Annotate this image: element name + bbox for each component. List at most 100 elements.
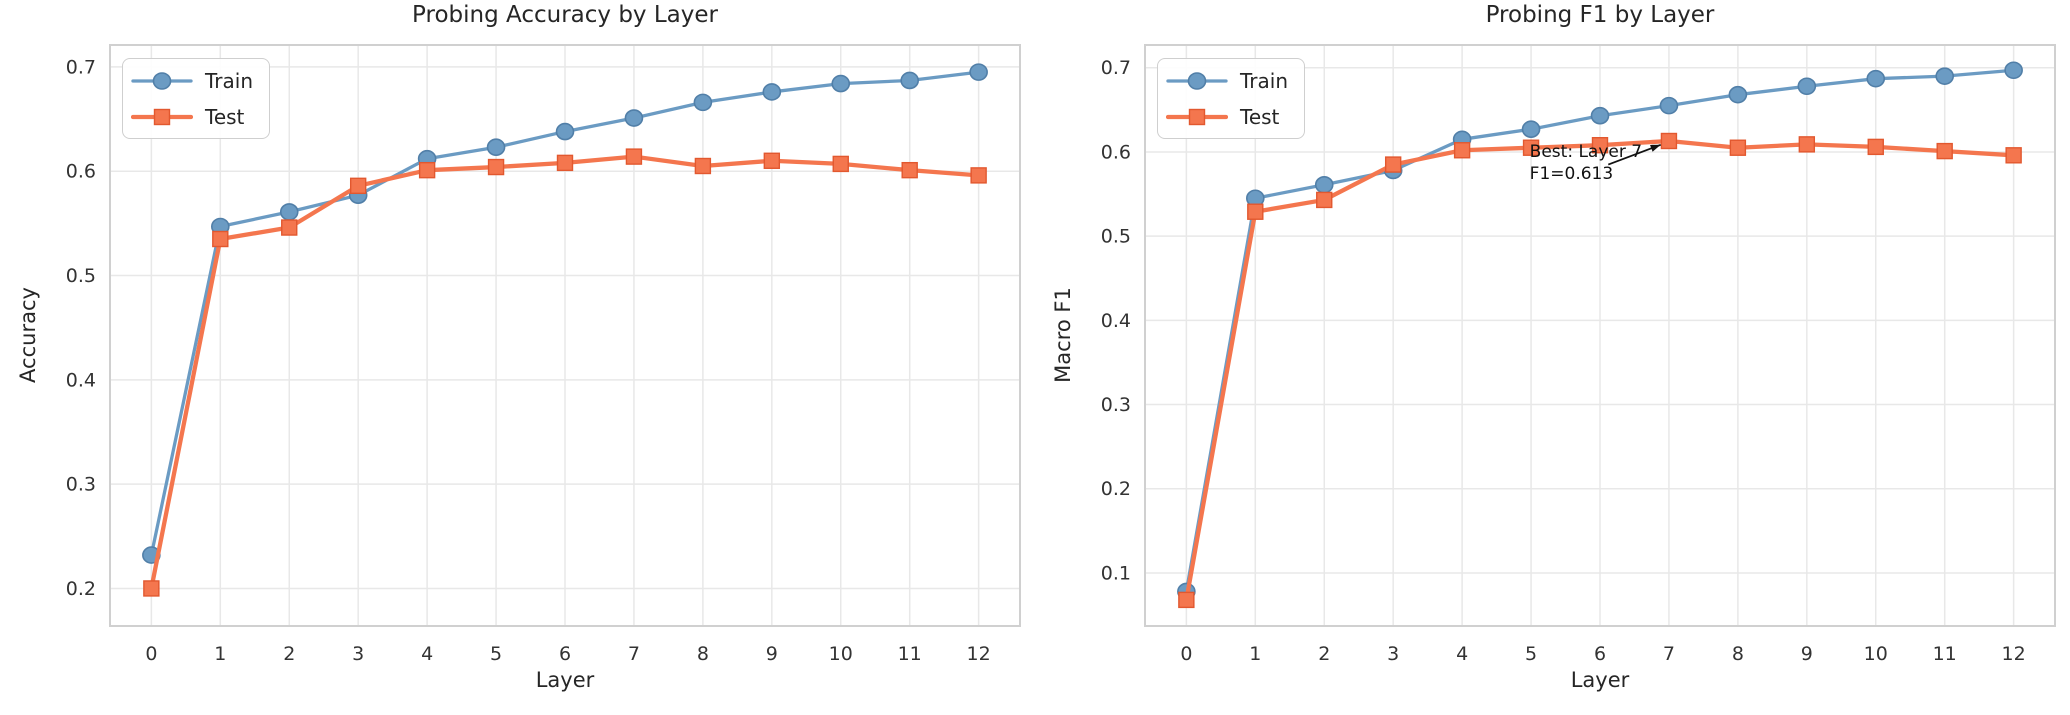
test-marker: [1453, 142, 1471, 159]
chart-title: Probing Accuracy by Layer: [412, 2, 718, 28]
x-tick-label: 2: [1318, 643, 1330, 665]
train-marker: [1314, 175, 1334, 194]
x-tick-label: 8: [1732, 643, 1744, 665]
legend-item-test: Test: [131, 102, 253, 131]
x-tick-label: 7: [1663, 643, 1675, 665]
test-marker: [1660, 132, 1678, 150]
train-marker: [969, 63, 988, 81]
test-legend-swatch: [131, 108, 193, 125]
y-tick-label: 0.7: [1101, 57, 1131, 79]
x-tick-label: 8: [697, 643, 709, 665]
legend-label-test: Test: [1240, 104, 1280, 129]
y-tick-label: 0.4: [66, 369, 96, 391]
y-tick-label: 0.3: [1101, 394, 1131, 416]
test-marker: [143, 580, 160, 597]
y-axis-label: Macro F1: [1051, 287, 1075, 383]
train-legend-swatch: [131, 71, 193, 90]
x-tick-label: 5: [1525, 643, 1537, 665]
x-tick-label: 9: [766, 643, 778, 665]
train-marker: [1797, 77, 1817, 96]
test-marker: [1178, 591, 1195, 609]
axes-spines: [1144, 44, 2056, 627]
test-marker: [2005, 147, 2022, 164]
train-marker: [624, 109, 644, 127]
test-legend-swatch: [1166, 108, 1228, 125]
chart-title: Probing F1 by Layer: [1485, 2, 1715, 28]
accuracy-plot-area: 0 1 2 3 4 5 6 7 8 9 10 11 120.20.30.40.50.60.7: [66, 44, 1021, 665]
x-tick-label: 12: [967, 643, 991, 665]
legend-label-test: Test: [205, 104, 245, 129]
legend-square-marker-icon: [1188, 108, 1206, 125]
test-marker: [487, 158, 505, 176]
chart-accuracy-by-layer: 0 1 2 3 4 5 6 7 8 9 10 11 12 0.2 0.3 0.4 0.5 0.6 0.7 Probi…: [16, 2, 1021, 692]
x-tick-label: 11: [1933, 643, 1957, 665]
test-marker: [763, 152, 781, 169]
chart-f1-by-layer: 0 1 2 3 4 5 6 7 8 9 10 11 12 0.1 0.2 0.3 0.4 0.5 0.6 0.7 Bes…: [1035, 0, 2070, 715]
legend-circle-marker-icon: [152, 71, 172, 90]
legend-square-marker-icon: [153, 108, 171, 125]
test-marker: [1522, 139, 1540, 156]
train-marker: [279, 203, 299, 221]
x-tick-label: 3: [1387, 643, 1399, 665]
x-tick-label: 1: [214, 643, 226, 665]
y-tick-label: 0.6: [1101, 141, 1131, 163]
test-marker: [418, 161, 436, 179]
train-marker: [1728, 85, 1748, 104]
test-marker: [212, 230, 229, 248]
x-tick-label: 10: [1864, 643, 1888, 665]
test-marker: [349, 177, 367, 195]
train-marker: [1866, 69, 1886, 88]
best-layer-annotation-text: F1=0.613: [1530, 164, 1614, 184]
test-marker: [1798, 136, 1816, 153]
y-tick-label: 0.5: [66, 265, 96, 287]
legend-label-train: Train: [205, 68, 253, 93]
test-marker: [1384, 156, 1402, 173]
best-layer-annotation-text: Best: Layer 7: [1530, 142, 1642, 162]
legend: Train Test: [122, 58, 270, 139]
legend-circle-marker-icon: [1187, 71, 1207, 90]
x-tick-label: 4: [421, 643, 433, 665]
test-marker: [970, 167, 987, 184]
train-marker: [486, 138, 506, 157]
train-legend-swatch: [1166, 71, 1228, 90]
x-tick-label: 7: [628, 643, 640, 665]
legend-item-test: Test: [1166, 102, 1288, 131]
x-tick-label: 3: [352, 643, 364, 665]
train-marker: [1935, 67, 1954, 85]
x-tick-label: 10: [829, 643, 853, 665]
train-marker: [1590, 106, 1610, 125]
y-tick-label: 0.1: [1101, 562, 1131, 584]
legend-item-train: Train: [1166, 66, 1288, 95]
x-tick-label: 11: [898, 643, 922, 665]
axes-spines: [109, 44, 1021, 627]
train-marker: [762, 83, 782, 101]
x-tick-label: 0: [145, 643, 157, 665]
x-tick-label: 2: [283, 643, 295, 665]
x-tick-label: 6: [559, 643, 571, 665]
test-marker: [901, 161, 918, 179]
x-tick-label: 12: [2002, 643, 2026, 665]
test-marker: [1316, 191, 1333, 209]
x-tick-label: 1: [1249, 643, 1261, 665]
test-marker: [625, 148, 643, 165]
train-marker: [555, 122, 575, 141]
x-tick-label: 9: [1801, 643, 1813, 665]
test-marker: [1936, 142, 1953, 160]
train-marker: [1521, 120, 1541, 139]
test-marker: [1591, 137, 1609, 154]
x-axis-label: Layer: [535, 668, 595, 692]
f1-plot-area: 0 1 2 3 4 5 6 7 8 9 10 11 120.10.20.30.40.50.60.7Bes…: [1101, 44, 2056, 665]
legend-item-train: Train: [131, 66, 253, 95]
train-marker: [900, 71, 919, 90]
y-tick-label: 0.2: [1101, 478, 1131, 500]
test-marker: [694, 157, 712, 175]
x-tick-label: 4: [1456, 643, 1468, 665]
y-tick-label: 0.5: [1101, 226, 1131, 248]
x-tick-label: 5: [490, 643, 502, 665]
y-tick-label: 0.2: [66, 578, 96, 600]
test-marker: [556, 154, 574, 172]
legend-label-train: Train: [1240, 68, 1288, 93]
train-marker: [831, 74, 851, 93]
x-tick-label: 6: [1594, 643, 1606, 665]
